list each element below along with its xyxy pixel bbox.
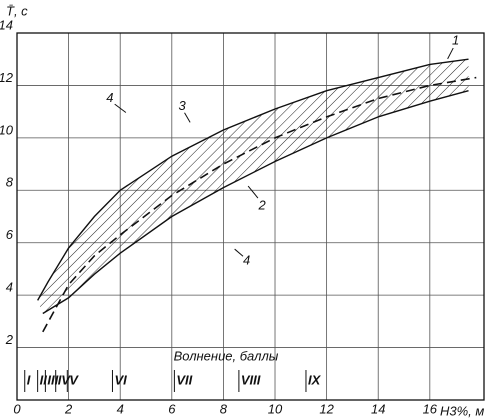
x-axis-label: H3%, м: [440, 403, 484, 418]
x-tick-label: 10: [268, 401, 283, 416]
y-axis-label: T̄, c: [6, 3, 28, 18]
wave-grade: VIII: [241, 372, 261, 387]
wave-scale-title: Волнение, баллы: [174, 348, 279, 363]
x-tick-label: 2: [64, 401, 73, 416]
x-tick-label: 8: [220, 401, 228, 416]
leader-line: [114, 103, 127, 113]
wave-grade: VI: [114, 372, 127, 387]
x-tick-label: 4: [117, 401, 124, 416]
leader-line: [184, 112, 191, 123]
wave-grade: IX: [308, 372, 322, 387]
x-tick-label: 14: [371, 401, 385, 416]
x-tick-label: 16: [423, 401, 438, 416]
x-tick-label: 0: [13, 401, 21, 416]
leader-line: [234, 248, 244, 257]
curve: [42, 76, 477, 333]
wave-grade: VII: [176, 372, 192, 387]
curve: [42, 89, 469, 315]
y-tick-label: 14: [0, 17, 13, 32]
wave-grade: IV: [58, 372, 72, 387]
wave-grade: II: [40, 372, 48, 387]
y-tick-label: 12: [0, 70, 14, 85]
y-tick-label: 4: [6, 280, 13, 295]
annotation: 4: [243, 253, 250, 268]
leader-line: [247, 185, 259, 199]
curve: [37, 58, 469, 301]
plot-frame: [16, 32, 485, 401]
wave-grade: I: [27, 372, 31, 387]
y-tick-label: 2: [5, 332, 14, 347]
annotation: 4: [106, 90, 113, 105]
y-tick-label: 10: [0, 122, 14, 137]
y-tick-label: 8: [6, 175, 14, 190]
wave-grade: V: [69, 372, 79, 387]
wave-grade: III: [47, 372, 58, 387]
annotation: 2: [257, 197, 266, 212]
x-tick-label: 6: [168, 401, 176, 416]
annotation: 1: [452, 32, 459, 47]
annotation: 3: [179, 98, 187, 113]
leader-line: [447, 47, 454, 60]
y-tick-label: 6: [6, 227, 14, 242]
x-tick-label: 12: [319, 401, 334, 416]
band-hatch: [37, 59, 469, 314]
